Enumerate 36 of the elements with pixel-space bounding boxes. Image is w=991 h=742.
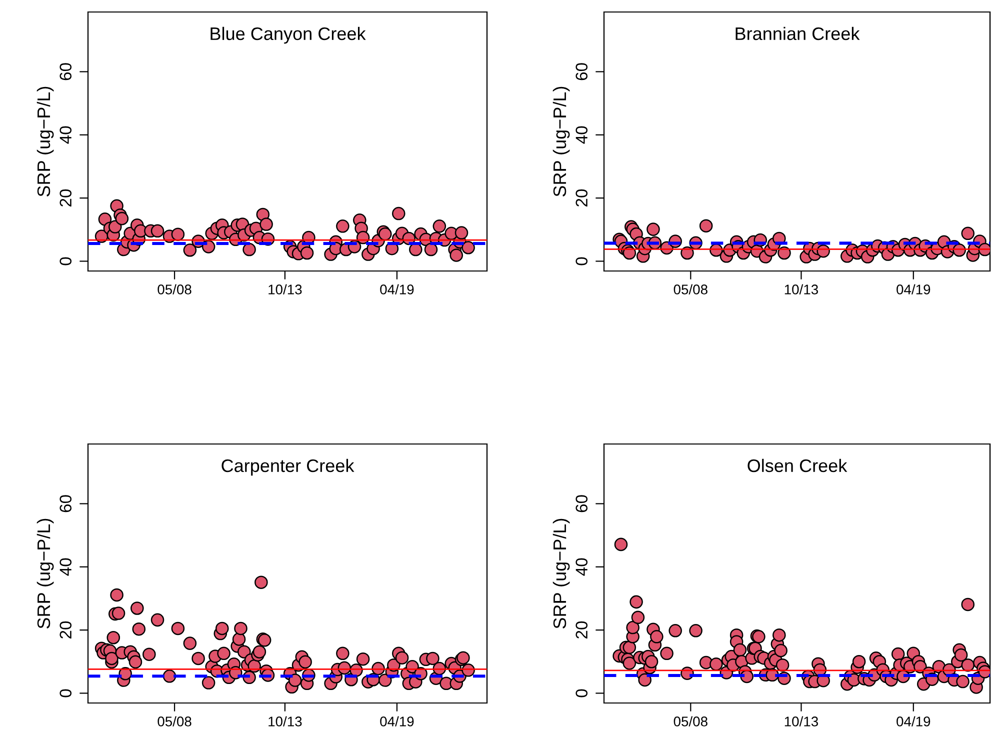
x-tick-label: 04/19 [896, 284, 930, 294]
x-tick-label: 10/13 [268, 716, 302, 726]
x-tick-label: 10/13 [784, 284, 818, 294]
y-tick-label: 0 [60, 257, 72, 266]
y-tick-label: 20 [576, 189, 588, 206]
y-tick-label: 60 [60, 63, 72, 80]
y-tick-label: 40 [60, 126, 72, 144]
x-tick-label: 10/13 [268, 284, 302, 294]
y-tick-label: 20 [576, 621, 588, 638]
x-tick-label: 05/08 [674, 284, 708, 294]
text: Blue Canyon Creek [210, 26, 366, 44]
text: Carpenter Creek [222, 458, 354, 476]
y-tick-label: 20 [60, 189, 72, 206]
text: Olsen Creek [748, 458, 848, 472]
x-tick-label: 05/08 [158, 284, 192, 294]
x-tick-label: 04/19 [380, 716, 414, 726]
y-tick-label: 40 [576, 126, 588, 144]
x-tick-label: 10/13 [784, 716, 818, 726]
y-axis-title: SRP (ug−P/L) [36, 86, 54, 196]
y-axis-title: SRP (ug−P/L) [36, 518, 54, 628]
y-tick-label: 60 [576, 63, 588, 80]
text: Brannian Creek [736, 26, 860, 40]
y-tick-label: 20 [60, 621, 72, 638]
x-tick-label: 04/19 [380, 284, 414, 294]
x-tick-label: 05/08 [674, 716, 708, 726]
y-axis-title: SRP (ug−P/L) [552, 86, 570, 196]
x-tick-label: 04/19 [896, 716, 930, 726]
y-axis-title: SRP (ug−P/L) [552, 518, 570, 628]
y-tick-label: 0 [576, 689, 588, 698]
y-tick-label: 40 [576, 558, 588, 576]
y-tick-label: 0 [60, 689, 72, 698]
y-tick-label: 40 [60, 558, 72, 576]
x-tick-label: 05/08 [158, 716, 192, 726]
y-tick-label: 60 [60, 495, 72, 512]
y-tick-label: 0 [576, 257, 588, 266]
y-tick-label: 60 [576, 495, 588, 512]
